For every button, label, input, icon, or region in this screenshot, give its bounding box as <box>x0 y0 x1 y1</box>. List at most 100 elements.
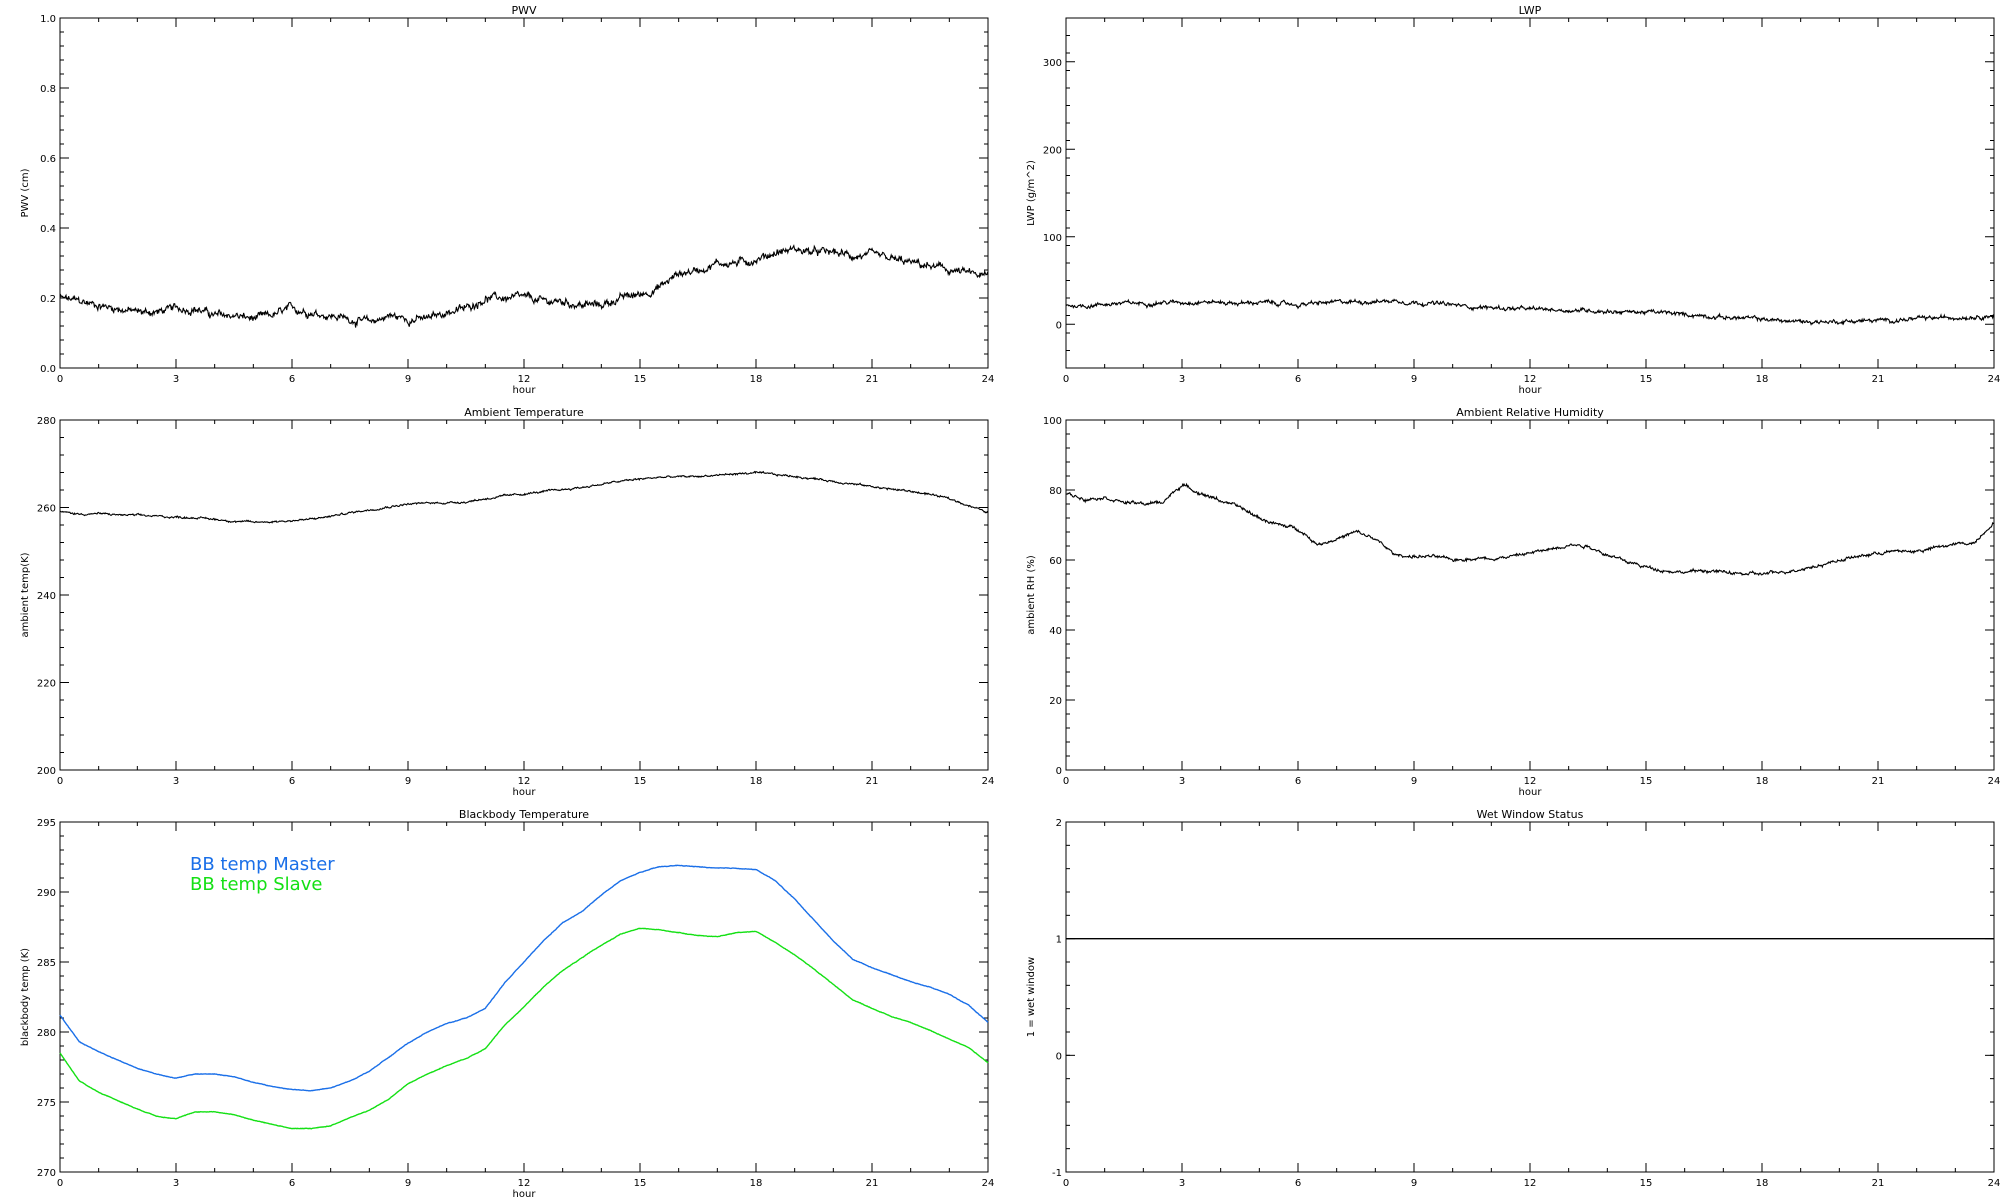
y-axis-label: blackbody temp (K) <box>20 948 31 1046</box>
x-tick-label: 24 <box>982 776 995 787</box>
x-tick-label: 3 <box>1179 776 1185 787</box>
x-tick-label: 18 <box>1756 776 1769 787</box>
x-axis-label: hour <box>513 787 537 798</box>
series-line-0 <box>1065 298 1995 326</box>
x-tick-label: 9 <box>1411 776 1417 787</box>
x-tick-label: 24 <box>982 374 995 385</box>
x-tick-label: 12 <box>518 1178 531 1189</box>
y-tick-label: 270 <box>37 1168 56 1179</box>
x-tick-label: 0 <box>57 374 63 385</box>
bb-temp-chart: 0 3 6 9 12 15 18 21 24 270 275 280 285 290 295 Blackbod… <box>20 808 994 1200</box>
x-tick-label: 3 <box>173 776 179 787</box>
x-tick-label: 18 <box>750 776 763 787</box>
y-tick-label: 285 <box>37 958 56 969</box>
x-tick-label: 24 <box>1988 1178 2000 1189</box>
ambient-temp-chart: 0 3 6 9 12 15 18 21 24 200 220 240 260 280 Ambient Tem… <box>20 406 994 798</box>
series-line-0 <box>59 244 989 328</box>
series-line-0 <box>1065 482 1995 576</box>
x-tick-label: 0 <box>1063 776 1069 787</box>
y-tick-label: -1 <box>1052 1168 1062 1179</box>
x-tick-label: 15 <box>1640 374 1653 385</box>
x-tick-label: 3 <box>1179 374 1185 385</box>
x-tick-label: 0 <box>1063 374 1069 385</box>
x-tick-label: 12 <box>1524 776 1537 787</box>
x-axis-label: hour <box>1519 787 1543 798</box>
y-tick-label: 100 <box>1043 416 1062 427</box>
x-tick-label: 9 <box>1411 1178 1417 1189</box>
x-tick-label: 24 <box>982 1178 995 1189</box>
x-tick-label: 6 <box>289 776 295 787</box>
y-tick-label: 1 <box>1056 935 1062 946</box>
x-tick-label: 15 <box>1640 776 1653 787</box>
y-tick-label: 0.8 <box>40 84 56 95</box>
x-tick-label: 18 <box>750 374 763 385</box>
y-tick-label: 0 <box>1056 320 1062 331</box>
x-tick-label: 15 <box>634 374 647 385</box>
x-tick-label: 21 <box>866 374 879 385</box>
y-axis-label: PWV (cm) <box>20 168 31 217</box>
x-tick-label: 6 <box>289 1178 295 1189</box>
pwv-chart: 0 3 6 9 12 15 18 21 24 0.0 0.2 0.4 0.6 0.8 1.0 PWV hour P… <box>20 4 994 396</box>
chart-title: Ambient Relative Humidity <box>1456 406 1604 419</box>
x-tick-label: 15 <box>634 776 647 787</box>
y-tick-label: 300 <box>1043 58 1062 69</box>
x-tick-label: 18 <box>1756 374 1769 385</box>
x-tick-label: 12 <box>1524 1178 1537 1189</box>
y-axis-label: ambient temp(K) <box>20 552 31 637</box>
y-tick-label: 0.2 <box>40 294 56 305</box>
y-tick-label: 280 <box>37 416 56 427</box>
x-tick-label: 3 <box>173 374 179 385</box>
chart-title: PWV <box>511 4 537 17</box>
series-line-1 <box>59 927 989 1130</box>
x-tick-label: 9 <box>405 1178 411 1189</box>
x-axis-label: hour <box>513 385 537 396</box>
x-tick-label: 21 <box>1872 776 1885 787</box>
chart-title: Blackbody Temperature <box>459 808 589 821</box>
x-axis-label: hour <box>513 1189 537 1200</box>
y-tick-label: 200 <box>37 766 56 777</box>
x-tick-label: 0 <box>57 776 63 787</box>
y-tick-label: 260 <box>37 504 56 515</box>
y-tick-label: 80 <box>1049 486 1062 497</box>
chart-title: Wet Window Status <box>1477 808 1584 821</box>
chart-title: LWP <box>1519 4 1542 17</box>
y-tick-label: 100 <box>1043 233 1062 244</box>
x-tick-label: 3 <box>173 1178 179 1189</box>
x-tick-label: 6 <box>289 374 295 385</box>
x-tick-label: 18 <box>1756 1178 1769 1189</box>
x-tick-label: 21 <box>866 776 879 787</box>
y-tick-label: 40 <box>1049 626 1062 637</box>
legend-entry: BB temp Master <box>190 854 335 875</box>
y-tick-label: 0 <box>1056 1051 1062 1062</box>
x-tick-label: 15 <box>634 1178 647 1189</box>
lwp-chart: 0 3 6 9 12 15 18 21 24 0 100 200 300 LWP hour LWP (g/m^… <box>1026 4 2000 396</box>
x-tick-label: 15 <box>1640 1178 1653 1189</box>
series-line-0 <box>59 470 989 524</box>
x-axis-label: hour <box>1519 385 1543 396</box>
x-tick-label: 21 <box>866 1178 879 1189</box>
y-tick-label: 60 <box>1049 556 1062 567</box>
y-tick-label: 290 <box>37 888 56 899</box>
legend-entry: BB temp Slave <box>190 874 322 895</box>
x-tick-label: 0 <box>57 1178 63 1189</box>
y-tick-label: 0.4 <box>40 224 56 235</box>
y-axis-label: 1 = wet window <box>1026 957 1037 1037</box>
x-tick-label: 12 <box>518 374 531 385</box>
x-tick-label: 21 <box>1872 1178 1885 1189</box>
y-tick-label: 220 <box>37 679 56 690</box>
y-tick-label: 280 <box>37 1028 56 1039</box>
y-tick-label: 240 <box>37 591 56 602</box>
x-tick-label: 6 <box>1295 374 1301 385</box>
x-tick-label: 9 <box>1411 374 1417 385</box>
x-tick-label: 24 <box>1988 776 2000 787</box>
y-tick-label: 275 <box>37 1098 56 1109</box>
x-tick-label: 9 <box>405 776 411 787</box>
x-tick-label: 24 <box>1988 374 2000 385</box>
ambient-rh-chart: 0 3 6 9 12 15 18 21 24 0 20 40 60 80 100 Ambient Relati… <box>1026 406 2000 798</box>
y-tick-label: 20 <box>1049 696 1062 707</box>
y-axis-label: LWP (g/m^2) <box>1026 160 1037 226</box>
y-tick-label: 0.6 <box>40 154 56 165</box>
x-tick-label: 9 <box>405 374 411 385</box>
